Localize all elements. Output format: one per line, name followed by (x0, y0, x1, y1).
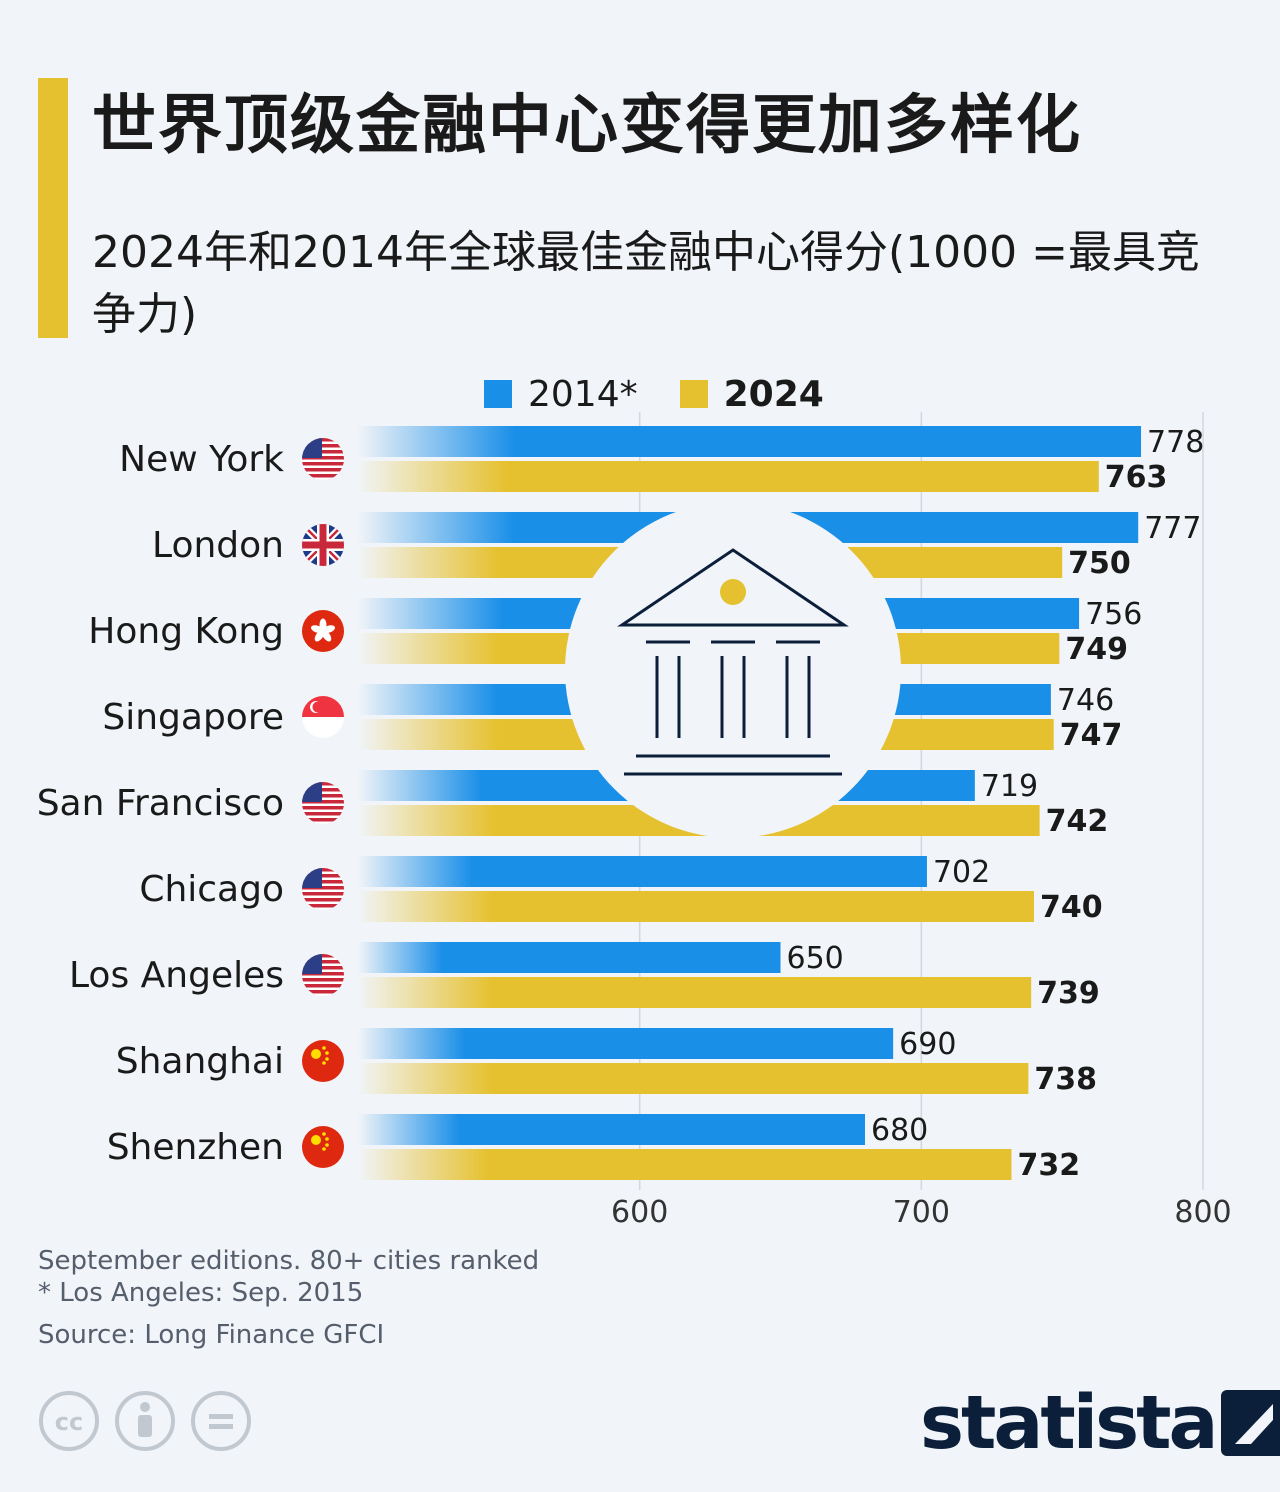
us-flag-icon (302, 954, 344, 996)
category-label: New York (119, 439, 284, 480)
bar-2024[interactable] (358, 977, 1032, 1008)
data-label-2024: 739 (1037, 976, 1100, 1011)
note-source[interactable]: Source: Long Finance GFCI (38, 1320, 385, 1350)
statista-logo-icon (1221, 1390, 1280, 1456)
bar-2024[interactable] (358, 461, 1099, 492)
bar-2014[interactable] (358, 1028, 894, 1059)
legend-item-2024: 2024 (679, 373, 824, 415)
data-label-2014: 746 (1057, 683, 1114, 718)
bar-2024[interactable] (358, 891, 1034, 922)
data-label-2014: 756 (1085, 597, 1142, 632)
singapore-flag-icon (302, 696, 344, 738)
data-label-2024: 749 (1065, 632, 1128, 667)
data-label-2014: 719 (981, 769, 1038, 804)
license-icons: cc (38, 1390, 266, 1452)
attribution-icon[interactable] (114, 1390, 176, 1452)
category-label: Shanghai (116, 1041, 284, 1082)
brand-logo[interactable]: statista (920, 1380, 1280, 1466)
data-label-2014: 778 (1147, 425, 1204, 460)
bar-2014[interactable] (358, 856, 927, 887)
legend-swatch-2014 (484, 380, 512, 408)
category-label: San Francisco (37, 783, 284, 824)
china-flag-icon (302, 1126, 344, 1168)
bank-building-icon (565, 502, 901, 838)
x-tick-label: 700 (893, 1195, 950, 1230)
creative-commons-icon[interactable]: cc (38, 1390, 100, 1452)
category-label: Hong Kong (88, 611, 284, 652)
note-footnote: * Los Angeles: Sep. 2015 (38, 1278, 364, 1308)
category-label: Chicago (139, 869, 284, 910)
data-label-2024: 763 (1105, 460, 1168, 495)
hong-kong-flag-icon (302, 610, 344, 652)
note-editions: September editions. 80+ cities ranked (38, 1246, 540, 1276)
bar-2014[interactable] (358, 426, 1142, 457)
legend-swatch-2024 (679, 380, 708, 408)
china-flag-icon (302, 1040, 344, 1082)
data-label-2024: 747 (1060, 718, 1123, 753)
data-label-2014: 680 (871, 1113, 928, 1148)
data-label-2014: 690 (899, 1027, 956, 1062)
us-flag-icon (302, 438, 344, 480)
data-label-2024: 742 (1046, 804, 1109, 839)
chart-legend: 2014* 2024 (484, 372, 866, 416)
chart-title: 世界顶级金融中心变得更加多样化 (92, 89, 1082, 163)
legend-label-2024: 2024 (723, 373, 824, 415)
data-label-2014: 650 (787, 941, 844, 976)
us-flag-icon (302, 868, 344, 910)
data-label-2014: 777 (1144, 511, 1201, 546)
category-label: Singapore (102, 697, 284, 738)
data-label-2024: 732 (1017, 1148, 1080, 1183)
bar-2024[interactable] (358, 1063, 1029, 1094)
brand-name: statista (920, 1380, 1218, 1466)
legend-item-2014: 2014* (484, 374, 638, 415)
us-flag-icon (302, 782, 344, 824)
data-label-2024: 750 (1068, 546, 1131, 581)
bar-2014[interactable] (358, 1114, 865, 1145)
data-label-2024: 738 (1034, 1062, 1097, 1097)
bar-2014[interactable] (358, 942, 781, 973)
legend-label-2014: 2014* (528, 373, 638, 415)
title-accent-bar (38, 78, 68, 338)
x-tick-label: 600 (611, 1195, 668, 1230)
category-label: Los Angeles (69, 955, 284, 996)
category-label: Shenzhen (107, 1127, 284, 1168)
x-tick-label: 800 (1174, 1195, 1231, 1230)
chart-subtitle: 2024年和2014年全球最佳金融中心得分(1000 =最具竞争力) (92, 227, 1200, 340)
no-derivatives-icon[interactable] (190, 1390, 252, 1452)
bar-2024[interactable] (358, 1149, 1012, 1180)
data-label-2024: 740 (1040, 890, 1103, 925)
category-label: London (152, 525, 284, 566)
data-label-2014: 702 (933, 855, 990, 890)
uk-flag-icon (302, 524, 344, 566)
svg-text:cc: cc (55, 1408, 83, 1436)
